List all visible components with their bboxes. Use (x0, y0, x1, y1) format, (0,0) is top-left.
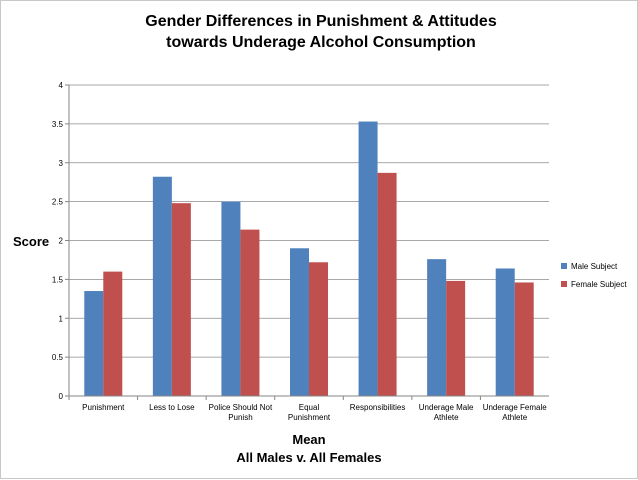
y-tick-label: 0 (59, 392, 64, 401)
x-category-label: Punishment (288, 413, 331, 422)
x-category-label: Punishment (82, 403, 125, 412)
x-axis-category-labels: Punishment Less to Lose Police Should NotP… (68, 396, 548, 422)
chart-title-line-1: Gender Differences in Punishment & Attit… (145, 13, 497, 30)
y-tick-label: 3 (59, 159, 64, 168)
x-category-label: Less to Lose (149, 403, 195, 412)
bars (84, 121, 534, 396)
legend-swatch (561, 263, 567, 269)
legend-swatch (561, 281, 567, 287)
legend: Male Subject Female Subject (561, 262, 627, 289)
y-tick-label: 2.5 (52, 198, 64, 207)
legend-label: Female Subject (571, 280, 627, 289)
x-category-label: Equal (299, 403, 320, 412)
bar-female-subject (240, 229, 260, 396)
y-tick-label: 4 (59, 81, 64, 90)
y-tick-label: 1 (59, 314, 64, 323)
bar-male-subject (84, 291, 104, 396)
y-axis-title: Score (13, 234, 49, 249)
x-axis-subtitle: All Males v. All Females (236, 450, 381, 465)
legend-label: Male Subject (571, 262, 618, 271)
y-tick-label: 1.5 (52, 275, 64, 284)
x-category-label: Police Should Not (209, 403, 273, 412)
bar-male-subject (358, 121, 378, 396)
bar-female-subject (309, 262, 328, 396)
bar-male-subject (221, 201, 241, 396)
chart-title-line-2: towards Underage Alcohol Consumption (166, 34, 476, 51)
x-category-label: Athlete (434, 413, 459, 422)
bar-male-subject (495, 268, 515, 396)
x-category-label: Responsibilities (350, 403, 406, 412)
bar-male-subject (427, 259, 447, 396)
bar-female-subject (514, 282, 534, 396)
x-axis-title: Mean (292, 432, 325, 447)
bar-female-subject (446, 280, 466, 396)
bar-female-subject (377, 172, 397, 396)
y-tick-label: 3.5 (52, 120, 64, 129)
bar-male-subject (152, 176, 172, 396)
y-tick-label: 2 (59, 237, 64, 246)
bar-male-subject (290, 248, 309, 396)
y-axis-ticks: 0 0.5 1 1.5 2 2.5 3 3.5 4 (52, 81, 69, 401)
bar-female-subject (171, 203, 191, 396)
x-category-label: Underage Male (419, 403, 474, 412)
x-category-label: Punish (228, 413, 252, 422)
bar-female-subject (103, 271, 123, 396)
x-category-label: Underage Female (483, 403, 548, 412)
x-category-label: Athlete (502, 413, 527, 422)
y-tick-label: 0.5 (52, 353, 64, 362)
